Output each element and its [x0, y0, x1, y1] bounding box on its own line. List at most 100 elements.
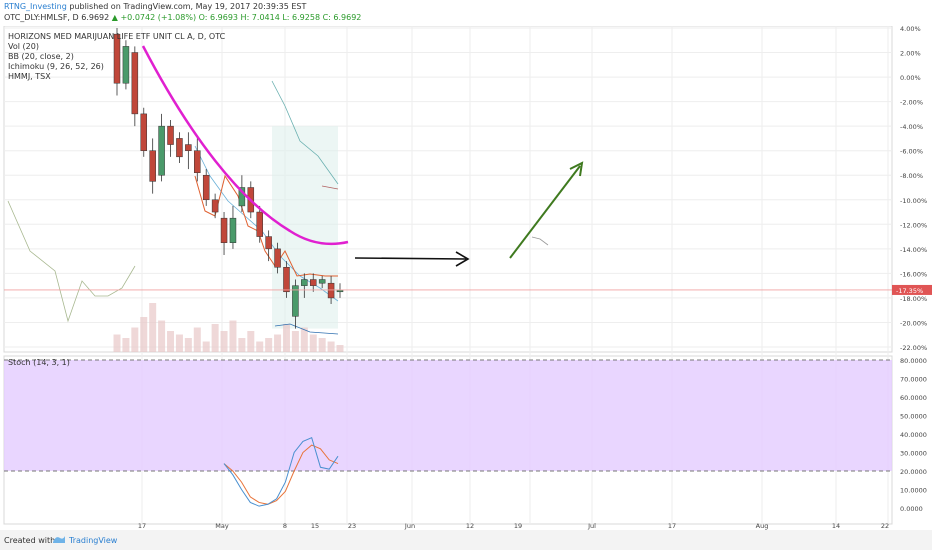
- candle-body: [256, 211, 263, 237]
- candle-body: [238, 187, 246, 207]
- leading-span: [321, 185, 339, 190]
- candle-body: [292, 285, 299, 317]
- stoch-tick-label: 80.0000: [900, 357, 927, 365]
- footer: Created with TradingView: [0, 530, 932, 550]
- candle-body: [185, 144, 192, 151]
- publish-info: RTNG_Investing published on TradingView.…: [4, 2, 306, 11]
- lagging-span: [531, 236, 549, 246]
- volume-bar: [131, 327, 139, 352]
- indicator-ichimoku[interactable]: Ichimoku (9, 26, 52, 26): [8, 62, 104, 71]
- tradingview-brand[interactable]: TradingView: [69, 536, 118, 545]
- volume-bar: [193, 327, 201, 352]
- candle-body: [283, 267, 290, 293]
- volume-bar: [247, 331, 255, 352]
- green-arrow-head: [569, 161, 584, 177]
- y-tick-label: -12.00%: [900, 221, 927, 229]
- candle-body: [140, 113, 148, 151]
- candle-body: [131, 52, 139, 115]
- volume-bar: [167, 331, 175, 352]
- author-link[interactable]: RTNG_Investing: [4, 2, 67, 11]
- stoch-tick-label: 10.0000: [900, 487, 927, 495]
- indicator-volume[interactable]: Vol (20): [8, 42, 39, 51]
- stoch-tick-label: 50.0000: [900, 413, 927, 421]
- candle-body: [229, 217, 237, 243]
- stoch-k-line: [223, 437, 339, 507]
- candle-body: [274, 248, 281, 268]
- x-tick-label: 22: [881, 522, 889, 530]
- last-price: 6.9692: [81, 13, 110, 22]
- ichimoku-cloud: [272, 126, 338, 329]
- stoch-band: [4, 360, 892, 471]
- x-tick-label: Aug: [756, 522, 769, 530]
- candle-body: [220, 217, 228, 243]
- candle-body: [211, 199, 219, 213]
- volume-bar: [229, 320, 237, 352]
- last-price-tag: [892, 284, 932, 295]
- volume-bar: [158, 320, 166, 352]
- indicator-compare[interactable]: HMMJ, TSX: [8, 72, 51, 81]
- volume-bar: [113, 334, 121, 352]
- candle-body: [309, 279, 317, 286]
- candle-body: [167, 125, 174, 145]
- y-tick-label: -6.00%: [900, 148, 923, 156]
- stoch-label[interactable]: Stoch (14, 3, 1): [8, 358, 70, 367]
- y-tick-label: -2.00%: [900, 99, 923, 107]
- volume-bar: [149, 303, 157, 352]
- volume-bar: [184, 338, 192, 352]
- bb-lower-line: [274, 323, 339, 335]
- volume-bar: [140, 317, 148, 352]
- x-tick-label: 17: [668, 522, 676, 530]
- y-tick-label: 0.00%: [900, 74, 921, 82]
- y-tick-label: -8.00%: [900, 172, 923, 180]
- stoch-tick-label: 40.0000: [900, 431, 927, 439]
- volume-bar: [220, 331, 228, 352]
- symbol-line: OTC_DLY:HMLSF, D 6.9692 ▲ +0.0742 (+1.08…: [4, 13, 361, 22]
- candle-body: [327, 282, 335, 299]
- volume-bar: [282, 324, 290, 352]
- chart-canvas[interactable]: 4.00% 2.00% 0.00% -2.00% -4.00% -6.00% -8.00% -…: [0, 26, 932, 530]
- volume-bar: [291, 331, 299, 352]
- stoch-tick-label: 20.0000: [900, 468, 927, 476]
- black-arrow-head: [455, 251, 470, 267]
- x-tick-label: 14: [832, 522, 840, 530]
- y-tick-label: -10.00%: [900, 197, 927, 205]
- volume-bar: [300, 327, 308, 352]
- black-arrow-shaft: [354, 257, 467, 260]
- volume-bar: [274, 334, 282, 352]
- publish-text: published on TradingView.com, May 19, 20…: [66, 2, 307, 11]
- y-tick-label: -20.00%: [900, 319, 927, 327]
- y-tick-label: -14.00%: [900, 246, 927, 254]
- x-tick-label: 8: [283, 522, 287, 530]
- candle-body: [122, 46, 130, 84]
- volume-bar: [309, 334, 317, 352]
- x-tick-label: Jun: [404, 522, 415, 530]
- x-tick-label: 12: [466, 522, 474, 530]
- volume-bar: [175, 334, 183, 352]
- indicator-bollinger[interactable]: BB (20, close, 2): [8, 52, 74, 61]
- candle-body: [176, 138, 183, 158]
- tradingview-logo-icon: [53, 536, 65, 543]
- stoch-tick-label: 60.0000: [900, 394, 927, 402]
- candle-body: [194, 150, 201, 174]
- volume-bar: [238, 338, 246, 352]
- candle-body: [113, 33, 121, 84]
- last-price-label: -17.35%: [896, 287, 923, 295]
- candle-body: [149, 150, 156, 182]
- volume-bar: [336, 345, 344, 352]
- stoch-tick-label: 70.0000: [900, 376, 927, 384]
- y-tick-label: 2.00%: [900, 50, 921, 58]
- volume-bar: [318, 338, 326, 352]
- candle-body: [265, 236, 272, 250]
- stoch-d-line: [223, 444, 339, 505]
- indicator-list: HORIZONS MED MARIJUAN LIFE ETF UNIT CL A…: [8, 32, 225, 82]
- green-arrow-shaft: [509, 165, 581, 259]
- bb-upper-line: [271, 80, 339, 185]
- x-tick-label: May: [215, 522, 229, 530]
- y-tick-label: -22.00%: [900, 344, 927, 352]
- x-tick-label: 23: [348, 522, 356, 530]
- x-tick-label: 17: [138, 522, 146, 530]
- volume-bar: [265, 338, 273, 352]
- compare-line: [7, 200, 136, 323]
- x-tick-label: 19: [514, 522, 522, 530]
- y-tick-label: -4.00%: [900, 123, 923, 131]
